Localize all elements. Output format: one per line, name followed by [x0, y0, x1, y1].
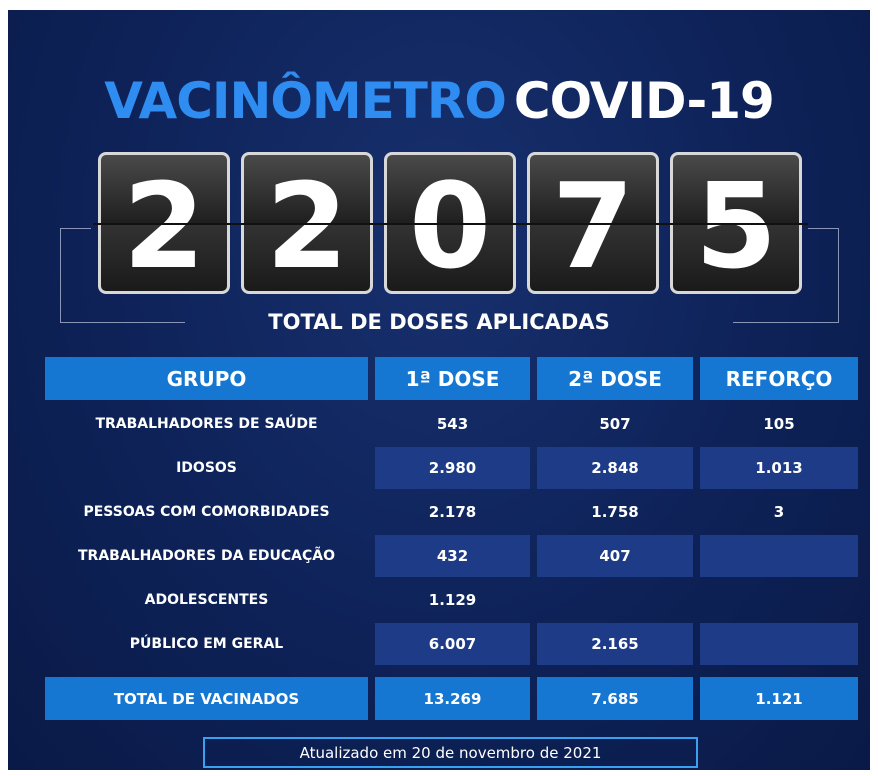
table-cell: 1.758: [537, 491, 693, 533]
row-label: ADOLESCENTES: [45, 579, 368, 621]
table-cell: 507: [537, 403, 693, 445]
footer: Atualizado em 20 de novembro de 2021: [203, 737, 698, 768]
row-label: TRABALHADORES DE SAÚDE: [45, 403, 368, 445]
table-cell: [537, 579, 693, 621]
table-cell: [700, 535, 858, 577]
table-cell: 2.165: [537, 623, 693, 665]
table-cell: 3: [700, 491, 858, 533]
table-cell: 2.980: [375, 447, 530, 489]
decor-line: [60, 228, 91, 323]
header-cell: GRUPO: [45, 357, 368, 400]
subtitle: TOTAL DE DOSES APLICADAS: [8, 310, 870, 334]
row-label: PÚBLICO EM GERAL: [45, 623, 368, 665]
total-cell: TOTAL DE VACINADOS: [45, 677, 368, 720]
table-cell: 2.848: [537, 447, 693, 489]
page: {"title": {"part1": "VACINÔMETRO", "part…: [0, 0, 878, 776]
table-cell: 1.013: [700, 447, 858, 489]
table-cell: 2.178: [375, 491, 530, 533]
table-cell: 1.129: [375, 579, 530, 621]
counter-hinge: [93, 223, 808, 225]
total-cell: 7.685: [537, 677, 693, 720]
table-cell: 432: [375, 535, 530, 577]
total-cell: 1.121: [700, 677, 858, 720]
total-cell: 13.269: [375, 677, 530, 720]
table-cell: [700, 623, 858, 665]
row-label: TRABALHADORES DA EDUCAÇÃO: [45, 535, 368, 577]
header-cell: 1ª DOSE: [375, 357, 530, 400]
header-cell: 2ª DOSE: [537, 357, 693, 400]
row-label: PESSOAS COM COMORBIDADES: [45, 491, 368, 533]
table-cell: 6.007: [375, 623, 530, 665]
title-part: COVID-19: [514, 72, 774, 130]
decor-line: [808, 228, 839, 323]
table-cell: 543: [375, 403, 530, 445]
table-cell: 105: [700, 403, 858, 445]
row-label: IDOSOS: [45, 447, 368, 489]
table-cell: 407: [537, 535, 693, 577]
header-cell: REFORÇO: [700, 357, 858, 400]
table-cell: [700, 579, 858, 621]
title-part: VACINÔMETRO: [104, 72, 506, 130]
